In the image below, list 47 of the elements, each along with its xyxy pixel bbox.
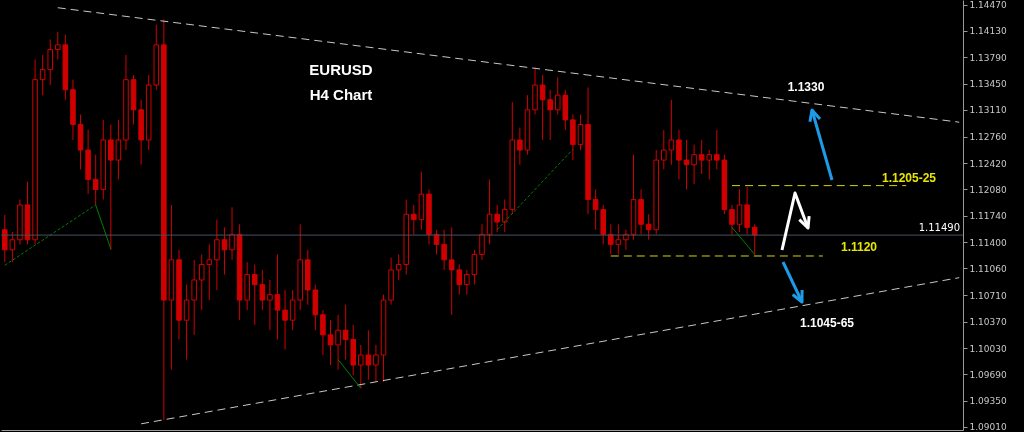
y-tick-label: 1.13450 xyxy=(969,79,1007,90)
candlestick xyxy=(327,319,334,366)
candlestick xyxy=(282,289,288,351)
candlestick xyxy=(729,204,735,235)
candlestick xyxy=(744,186,750,235)
y-tick-label: 1.12080 xyxy=(969,184,1007,195)
candlestick xyxy=(373,344,379,383)
candlestick xyxy=(683,139,690,190)
y-tick-label: 1.09010 xyxy=(969,422,1007,432)
y-tick-label: 1.10710 xyxy=(969,290,1007,301)
candlestick xyxy=(676,129,682,180)
annotation: 1.1045-65 xyxy=(799,316,855,330)
y-tick-label: 1.13790 xyxy=(969,52,1007,63)
candlestick xyxy=(691,144,697,185)
annotation: H4 Chart xyxy=(309,86,373,103)
y-tick-label: 1.09350 xyxy=(969,396,1007,407)
y-tick-label: 1.11060 xyxy=(969,263,1007,274)
candlestick xyxy=(736,188,743,233)
candlestick xyxy=(464,269,470,296)
candlestick xyxy=(494,204,500,233)
y-tick-label: 1.11400 xyxy=(969,237,1007,248)
candlestick xyxy=(267,279,273,331)
candlestick xyxy=(214,219,220,291)
y-tick-label: 1.13110 xyxy=(969,105,1007,116)
annotation: 1.1205-25 xyxy=(881,171,937,185)
candlestick xyxy=(441,229,447,271)
candlestick xyxy=(577,113,584,151)
candlestick xyxy=(471,249,478,286)
y-tick-label: 1.14130 xyxy=(969,26,1007,37)
y-tick-label: 1.09690 xyxy=(969,369,1007,380)
y-tick-label: 1.11740 xyxy=(969,211,1007,222)
y-tick-label: 1.12420 xyxy=(969,158,1007,169)
candlestick xyxy=(320,309,326,356)
candlestick xyxy=(335,314,341,371)
y-tick-label: 1.10030 xyxy=(969,343,1007,354)
candlestick xyxy=(274,253,281,341)
y-tick-label: 1.14470 xyxy=(969,0,1007,11)
ref-line-label: 1.11490 xyxy=(918,222,960,234)
annotation: EURUSD xyxy=(309,61,373,78)
y-tick-label: 1.12760 xyxy=(969,132,1007,143)
candlestick xyxy=(479,223,485,261)
candlestick xyxy=(229,206,235,261)
candlestick xyxy=(221,226,228,276)
annotation: 1.1330 xyxy=(787,80,825,94)
candlestick xyxy=(517,127,523,166)
annotation: 1.1120 xyxy=(840,240,878,254)
y-tick-label: 1.10370 xyxy=(969,317,1007,328)
